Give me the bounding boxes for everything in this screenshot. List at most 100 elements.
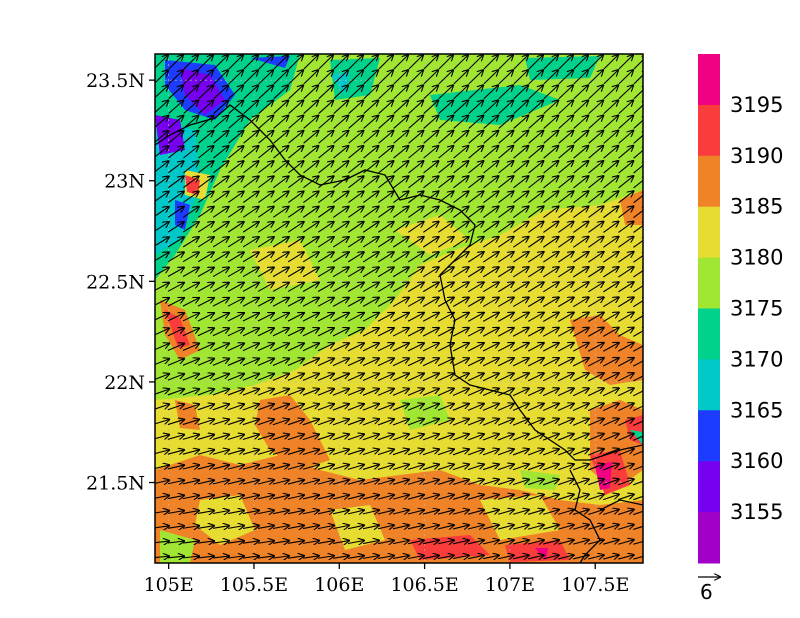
wind-vector <box>603 70 618 85</box>
wind-vector <box>437 510 454 514</box>
wind-vector <box>573 116 589 129</box>
wind-vector <box>257 510 274 513</box>
wind-vector <box>348 191 363 204</box>
colorbar-box <box>698 512 720 564</box>
wind-vector <box>453 85 468 100</box>
wind-vector <box>633 479 643 486</box>
wind-vector <box>287 541 304 544</box>
wind-vector <box>377 465 394 470</box>
wind-vector <box>197 328 214 337</box>
wind-vector <box>302 374 319 381</box>
wind-vector <box>542 464 559 471</box>
wind-vector <box>243 131 259 144</box>
wind-vector <box>588 540 604 544</box>
wind-vector <box>155 222 169 232</box>
wind-vector <box>303 131 319 144</box>
wind-vector <box>182 404 199 411</box>
wind-vector <box>407 480 424 485</box>
wind-vector <box>572 494 589 501</box>
wind-vector <box>347 434 364 441</box>
wind-vector <box>483 176 499 189</box>
wind-vector <box>363 55 378 70</box>
wind-vector <box>602 403 619 412</box>
wind-vector <box>212 207 228 218</box>
wind-vector <box>182 556 199 558</box>
wind-vector <box>332 343 349 352</box>
wind-vector <box>332 404 349 411</box>
wind-vector <box>558 55 573 70</box>
wind-vector <box>243 55 258 70</box>
wind-vector <box>407 419 424 426</box>
wind-vector <box>212 328 229 337</box>
wind-vector <box>378 100 394 114</box>
wind-vector <box>332 222 348 233</box>
wind-vector <box>437 480 454 485</box>
wind-vector <box>273 131 289 144</box>
wind-vector <box>182 328 199 337</box>
wind-vector <box>542 434 559 441</box>
wind-vector <box>227 450 244 455</box>
wind-vector <box>332 282 349 292</box>
wind-vector <box>392 267 409 278</box>
wind-vector <box>303 191 318 203</box>
wind-vector <box>497 479 514 486</box>
wind-vector <box>452 389 469 396</box>
wind-vector <box>438 222 453 233</box>
wind-vector <box>632 403 643 412</box>
wind-vector <box>453 207 468 218</box>
wind-vector <box>243 191 258 203</box>
wind-vector <box>588 70 603 85</box>
wind-vector <box>468 85 483 100</box>
wind-vector <box>228 85 243 100</box>
wind-vector <box>482 343 499 352</box>
wind-vector <box>228 116 244 129</box>
wind-vector <box>602 358 619 367</box>
wind-vector <box>272 374 289 381</box>
wind-vector <box>197 480 214 484</box>
wind-vector <box>317 480 334 484</box>
wind-vector <box>513 70 528 85</box>
wind-vector <box>497 449 514 456</box>
wind-vector <box>453 116 469 129</box>
wind-vector <box>588 116 604 129</box>
wind-vector <box>468 176 484 189</box>
wind-vector <box>542 494 559 501</box>
wind-vector <box>618 509 634 516</box>
lon-tick-label: 106.5E <box>390 574 458 596</box>
colorbar-label: 3185 <box>730 195 783 219</box>
wind-vector <box>557 449 574 456</box>
wind-vector <box>377 298 394 307</box>
wind-vector <box>197 511 214 514</box>
wind-vector <box>362 222 378 233</box>
wind-vector <box>542 479 559 486</box>
wind-vector <box>422 267 439 278</box>
wind-vector <box>408 146 424 159</box>
wind-vector <box>453 100 468 115</box>
wind-vector <box>227 404 244 411</box>
wind-vector <box>318 191 333 204</box>
wind-vector <box>212 495 229 498</box>
wind-vector <box>287 252 304 263</box>
wind-vector <box>498 540 514 544</box>
wind-vector <box>542 358 559 367</box>
wind-vector <box>272 434 289 441</box>
wind-vector <box>618 176 634 189</box>
wind-vector <box>227 237 244 248</box>
wind-vector <box>408 100 423 114</box>
wind-vector <box>303 146 319 159</box>
wind-vector <box>468 206 483 218</box>
wind-vector <box>497 373 514 382</box>
wind-vector <box>155 85 168 99</box>
wind-vector <box>318 70 333 85</box>
wind-vector <box>527 510 544 515</box>
wind-vector <box>363 131 379 144</box>
wind-vector <box>633 509 643 516</box>
wind-vector <box>497 388 514 397</box>
wind-vector <box>302 252 319 263</box>
wind-vector <box>167 237 184 248</box>
wind-vector <box>617 373 634 382</box>
wind-vector <box>558 237 573 248</box>
wind-vector <box>483 85 498 100</box>
wind-vector <box>287 343 304 352</box>
wind-vector <box>437 525 454 529</box>
